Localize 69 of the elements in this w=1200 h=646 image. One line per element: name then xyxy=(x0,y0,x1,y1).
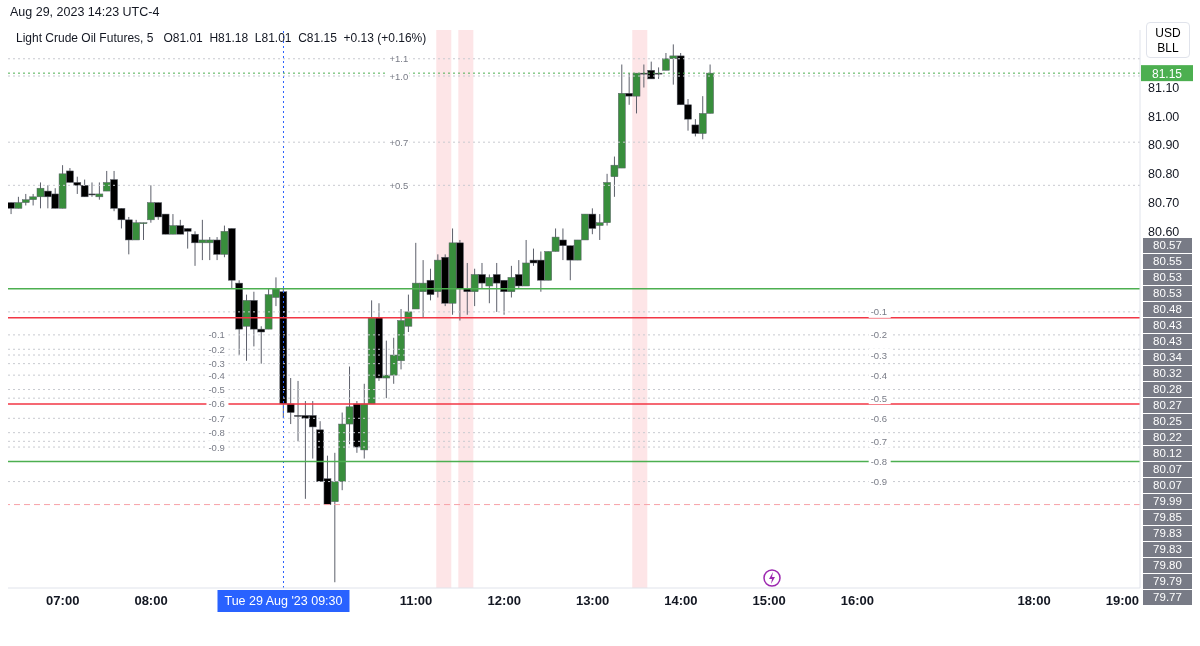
text: 79.77 xyxy=(1143,590,1192,606)
y-tick-label: 81.10 xyxy=(1148,80,1180,95)
text: 80.48 xyxy=(1143,302,1192,318)
x-tick-label: 19:00 xyxy=(1105,593,1139,609)
text: 80.53 xyxy=(1143,270,1192,286)
chart-subtitle: Aug 29, 2023 14:23 UTC-4 xyxy=(10,5,160,19)
annotation: -0.9 xyxy=(870,476,888,488)
x-tick-label: 11:00 xyxy=(399,593,433,609)
text: 80.32 xyxy=(1143,366,1192,382)
annotation: -0.4 xyxy=(208,369,225,381)
annotation: -0.5 xyxy=(208,384,225,396)
x-tick-label: 14:00 xyxy=(664,593,698,609)
annotation: -0.5 xyxy=(870,392,888,404)
text: 80.57 xyxy=(1143,238,1192,254)
annotation: -0.4 xyxy=(870,369,888,381)
annotation: -0.7 xyxy=(208,412,225,424)
text: 79.79 xyxy=(1143,574,1192,590)
ref-line-label: Tue 29 Aug '23 09:30 xyxy=(224,594,343,608)
text: 79.80 xyxy=(1143,558,1192,574)
annotation: -0.2 xyxy=(208,343,225,355)
text: USD xyxy=(1154,26,1182,41)
text: 80.34 xyxy=(1143,350,1192,366)
annotation: -0.1 xyxy=(870,306,888,318)
annotation: -0.1 xyxy=(208,329,225,341)
annotation: -0.3 xyxy=(870,349,888,361)
annotation: -0.8 xyxy=(208,427,225,439)
text: 80.07 xyxy=(1143,478,1192,494)
annotation: O81.01 H81.18 L81.01 C81.15 +0.13 (+0.16%) xyxy=(163,31,427,45)
y-tick-label: 81.00 xyxy=(1148,109,1180,124)
annotation: -0.3 xyxy=(208,358,225,370)
annotation: -0.8 xyxy=(870,455,888,467)
text: BLL xyxy=(1156,41,1180,56)
text: 80.07 xyxy=(1143,462,1192,478)
text: 80.27 xyxy=(1143,398,1192,414)
annotation: +0.5 xyxy=(389,179,409,191)
text: 79.99 xyxy=(1143,494,1192,510)
annotation: -0.2 xyxy=(870,329,888,341)
text: 80.43 xyxy=(1143,334,1192,350)
annotation: +1.1 xyxy=(389,53,409,65)
annotation: -0.6 xyxy=(208,398,225,410)
ref-line-label: 81.15 xyxy=(1151,66,1183,81)
text: 79.83 xyxy=(1143,526,1192,542)
annotation: -0.6 xyxy=(870,412,888,424)
x-tick-label: 12:00 xyxy=(487,593,521,609)
chart-title: Light Crude Oil Futures, 5 xyxy=(16,31,154,45)
y-tick-label: 80.80 xyxy=(1148,167,1180,182)
text: 80.43 xyxy=(1143,318,1192,334)
candlestick xyxy=(286,377,295,425)
y-tick-label: 80.60 xyxy=(1148,224,1180,239)
x-tick-label: 07:00 xyxy=(46,593,80,609)
x-tick-label: 16:00 xyxy=(840,593,875,609)
x-tick-label: 08:00 xyxy=(134,593,168,609)
text: 79.85 xyxy=(1143,510,1192,526)
annotation: +1.0 xyxy=(389,70,409,82)
x-tick-label: 18:00 xyxy=(1017,593,1051,609)
y-tick-label: 80.90 xyxy=(1148,138,1180,153)
text: 80.53 xyxy=(1143,286,1192,302)
text: 80.25 xyxy=(1143,414,1192,430)
text: 80.28 xyxy=(1143,382,1192,398)
y-tick-label: 80.70 xyxy=(1148,196,1180,211)
annotation: +0.7 xyxy=(389,136,409,148)
annotation: -0.7 xyxy=(870,435,888,447)
annotation: -0.9 xyxy=(208,441,225,453)
x-tick-label: 13:00 xyxy=(575,593,610,609)
text: 80.22 xyxy=(1143,430,1192,446)
text: 80.55 xyxy=(1143,254,1192,270)
x-tick-label: 15:00 xyxy=(752,593,786,609)
text: 79.83 xyxy=(1143,542,1192,558)
text: 80.12 xyxy=(1143,446,1192,462)
